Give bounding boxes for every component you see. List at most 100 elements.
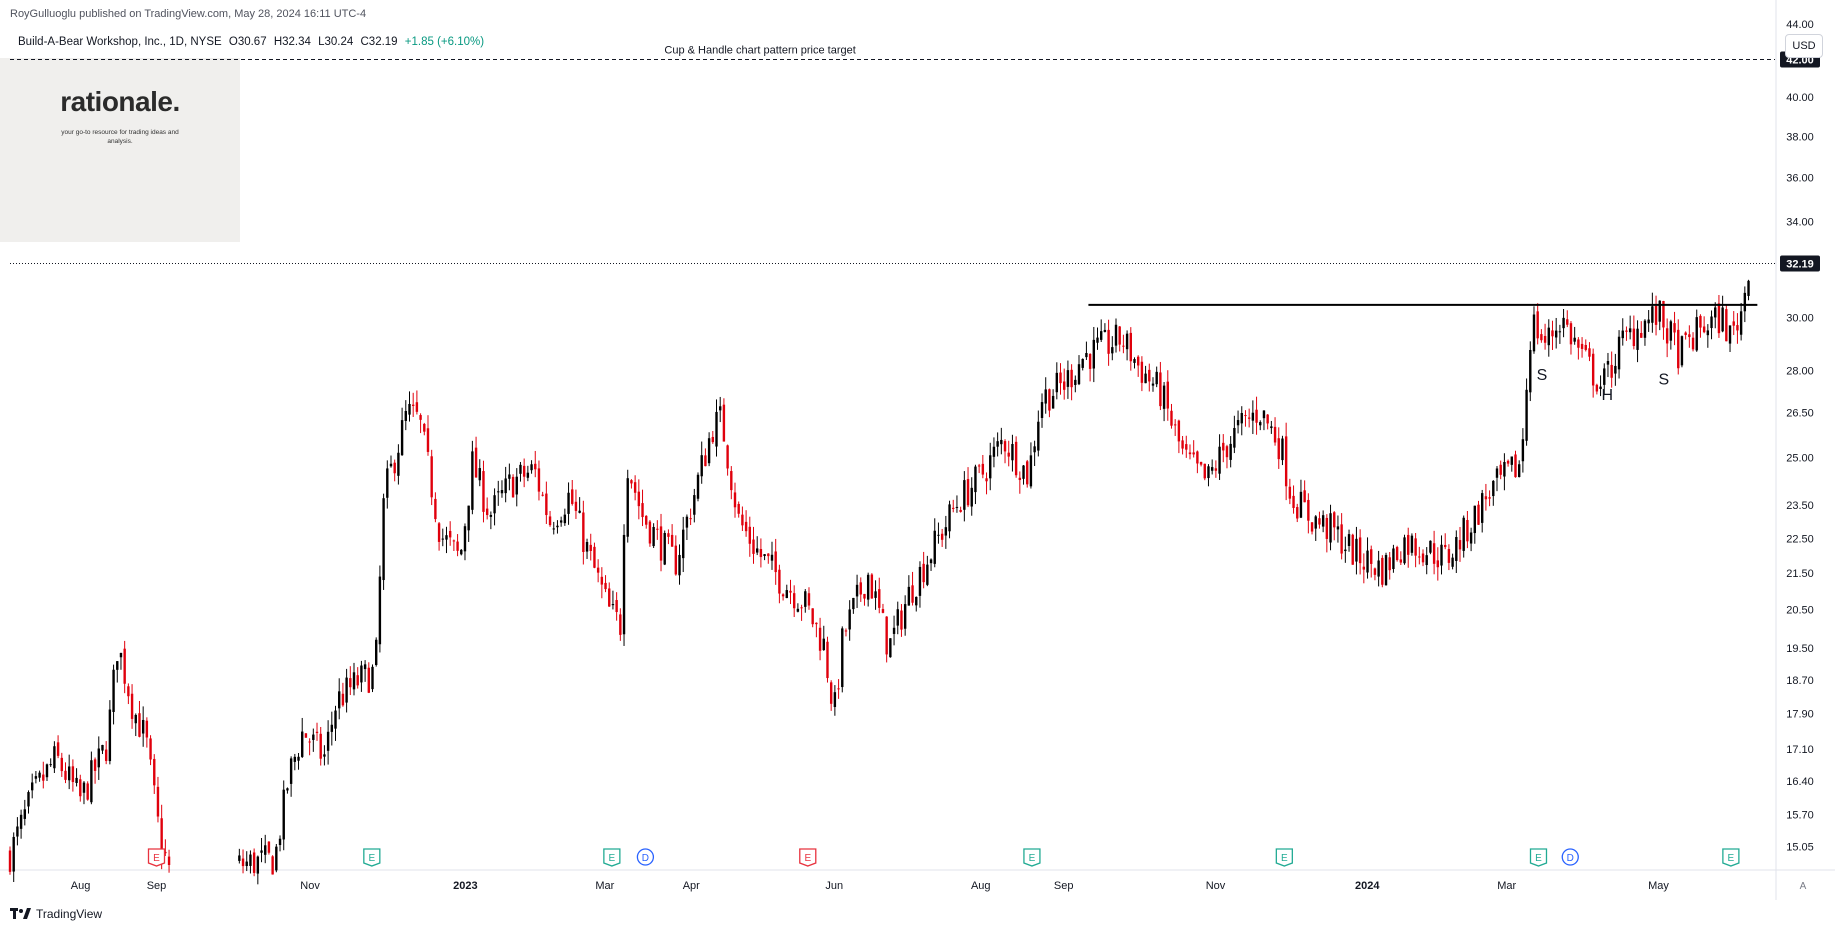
candle	[141, 706, 145, 747]
candle-body	[1244, 415, 1247, 417]
currency-button[interactable]: USD	[1785, 34, 1823, 58]
candle-body	[1632, 328, 1636, 347]
price-tick-label: 19.50	[1786, 643, 1814, 655]
earnings-marker-icon[interactable]: E	[1275, 848, 1293, 867]
candle	[1647, 310, 1650, 332]
earnings-marker-icon[interactable]: E	[799, 848, 817, 867]
candle-body	[778, 569, 781, 594]
candle	[548, 510, 552, 527]
candle	[1732, 311, 1735, 336]
candle-body	[134, 714, 137, 724]
candle-body	[722, 404, 726, 442]
dividend-marker-icon[interactable]: D	[1561, 848, 1579, 866]
price-tick-label: 23.50	[1786, 500, 1814, 512]
candle	[1562, 308, 1565, 338]
candle	[541, 491, 544, 497]
candle-body	[900, 610, 903, 630]
candle-body	[323, 754, 326, 757]
candle	[1492, 480, 1495, 506]
earnings-marker-icon[interactable]: E	[1722, 848, 1740, 867]
candle	[585, 538, 589, 559]
tradingview-brand[interactable]: TradingView	[10, 907, 102, 921]
candle-body	[1710, 316, 1713, 329]
candle-body	[485, 508, 489, 516]
price-target-label: Cup & Handle chart pattern price target	[664, 45, 855, 57]
candle	[256, 855, 260, 885]
candle	[1151, 377, 1155, 392]
earnings-marker-shape	[1023, 848, 1041, 867]
candle	[1432, 530, 1436, 575]
open-value: O30.67	[228, 36, 267, 48]
candle	[656, 520, 659, 540]
candle	[1699, 314, 1702, 338]
event-marker-letter: E	[1281, 853, 1288, 864]
candle	[789, 579, 792, 605]
candle	[1525, 378, 1528, 446]
candle-body	[1255, 409, 1258, 423]
candle	[807, 587, 811, 610]
dividend-marker-shape	[1561, 848, 1579, 866]
candle-body	[1432, 543, 1436, 564]
candle	[1040, 393, 1044, 428]
candle	[334, 705, 337, 741]
earnings-marker-icon[interactable]: E	[363, 848, 381, 867]
candle-body	[600, 576, 604, 585]
candle	[508, 463, 511, 491]
candle-body	[278, 838, 282, 846]
earnings-marker-icon[interactable]: E	[1529, 848, 1548, 867]
candle	[689, 508, 692, 526]
candle	[852, 597, 855, 614]
candle	[733, 482, 737, 518]
candle	[1547, 319, 1550, 357]
candle	[1340, 513, 1343, 560]
candle	[238, 848, 241, 864]
candle-body	[474, 447, 478, 478]
candle	[49, 758, 52, 767]
candle-body	[674, 545, 678, 575]
candle	[474, 436, 478, 478]
candle	[1074, 375, 1077, 393]
candle-body	[1617, 336, 1621, 370]
candle-body	[382, 498, 385, 581]
candle-body	[630, 480, 633, 484]
symbol-legend[interactable]: Build-A-Bear Workshop, Inc., 1D, NYSE O3…	[18, 36, 484, 48]
candle	[730, 466, 733, 500]
candle	[471, 440, 474, 515]
candle-body	[1236, 420, 1240, 426]
candle	[711, 430, 715, 444]
earnings-marker-icon[interactable]: E	[1023, 848, 1041, 867]
candle-body	[974, 466, 977, 493]
price-tick-label: 15.70	[1786, 809, 1814, 821]
candle	[1529, 341, 1532, 402]
candle	[1669, 319, 1673, 350]
candle	[563, 508, 567, 526]
earnings-marker-icon[interactable]: E	[603, 848, 621, 867]
candle	[1033, 440, 1036, 466]
auto-scale-button[interactable]: A	[1799, 881, 1807, 892]
candle-body	[1421, 553, 1425, 563]
dividend-marker-icon[interactable]: D	[636, 848, 655, 866]
time-tick-label: Sep	[1054, 880, 1074, 892]
candle-body	[1111, 347, 1114, 354]
candle-body	[1133, 359, 1136, 363]
candle-body	[127, 686, 130, 697]
candle	[430, 449, 433, 506]
candle-body	[1673, 323, 1676, 333]
candle	[127, 683, 130, 705]
earnings-marker-icon[interactable]: E	[147, 848, 166, 867]
candle	[944, 515, 948, 549]
candle	[1070, 364, 1073, 401]
candle	[1051, 389, 1055, 409]
candle-body	[1273, 426, 1277, 443]
candle	[1362, 553, 1366, 584]
candle-body	[508, 474, 511, 479]
candle-body	[785, 590, 788, 599]
candle	[1162, 382, 1166, 422]
candle	[500, 480, 504, 498]
candle	[604, 575, 607, 593]
candle-body	[1284, 436, 1288, 487]
candle	[1451, 553, 1454, 570]
candle	[926, 555, 929, 587]
candle	[707, 432, 711, 467]
